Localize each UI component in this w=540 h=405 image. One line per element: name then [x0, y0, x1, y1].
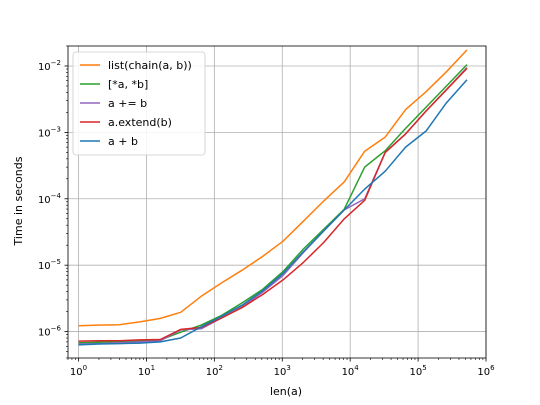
ticks: 100 101 102 103 104 105 106 10−6 10−5 10−4 10−3 10−… — [38, 45, 495, 378]
x-tick-label: 102 — [206, 364, 223, 378]
series-line — [78, 49, 468, 327]
y-tick-label: 10−4 — [38, 192, 62, 206]
legend-entry: a.extend(b) — [108, 116, 172, 129]
x-axis-label: len(a) — [270, 385, 302, 398]
y-tick-label: 10−6 — [38, 325, 62, 339]
series-line — [78, 79, 468, 346]
x-tick-label: 103 — [274, 364, 291, 378]
series-lines — [78, 49, 468, 346]
y-tick-label: 10−5 — [38, 258, 61, 272]
legend-entry: [*a, *b] — [108, 78, 148, 91]
x-tick-label: 104 — [342, 364, 360, 378]
x-tick-label: 101 — [138, 364, 155, 378]
legend-entry: a += b — [108, 97, 147, 110]
legend: list(chain(a, b)) [*a, *b] a += b a.extend(… — [72, 51, 206, 156]
y-axis-label: Time in seconds — [12, 156, 25, 246]
series-line — [78, 67, 468, 342]
x-tick-label: 100 — [70, 364, 87, 378]
x-tick-label: 105 — [409, 364, 426, 378]
legend-box — [72, 51, 206, 156]
series-line — [78, 64, 468, 344]
legend-entry: list(chain(a, b)) — [108, 59, 192, 72]
x-tick-label: 106 — [477, 364, 495, 378]
y-tick-label: 10−3 — [38, 125, 61, 139]
y-tick-label: 10−2 — [38, 59, 61, 73]
grid — [68, 46, 487, 358]
legend-entry: a + b — [108, 135, 138, 148]
